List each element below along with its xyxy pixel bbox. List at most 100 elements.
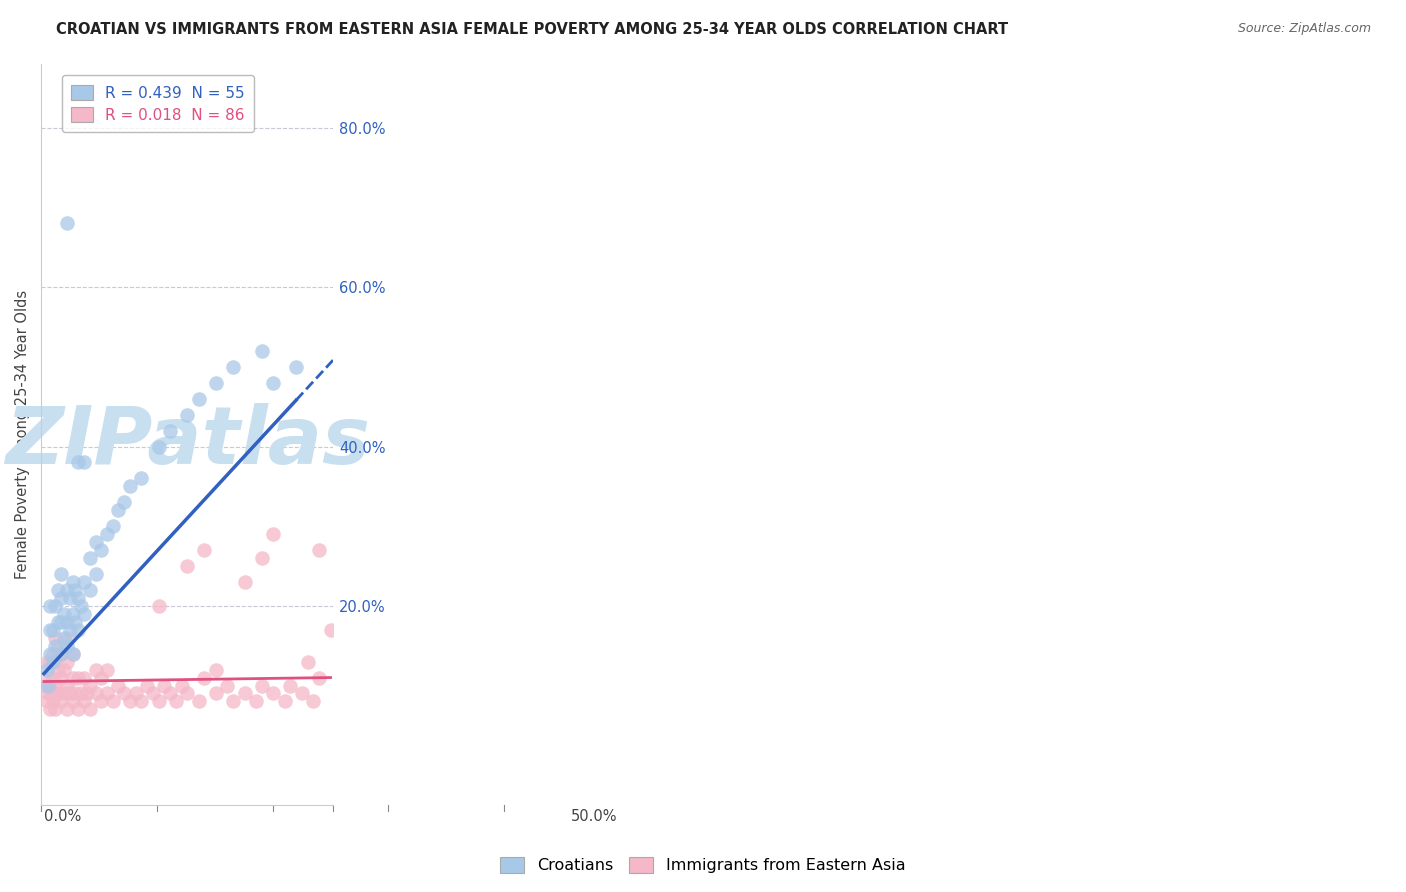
Point	[187, 392, 209, 406]
Point	[59, 591, 82, 605]
Point	[62, 574, 84, 589]
Point	[302, 694, 325, 708]
Point	[62, 647, 84, 661]
Point	[53, 631, 76, 645]
Point	[205, 686, 228, 700]
Point	[107, 679, 129, 693]
Point	[165, 694, 187, 708]
Point	[65, 582, 87, 597]
Point	[37, 679, 59, 693]
Point	[35, 663, 58, 677]
Point	[79, 582, 101, 597]
Point	[319, 623, 342, 637]
Point	[67, 455, 90, 469]
Point	[56, 216, 79, 230]
Point	[107, 503, 129, 517]
Point	[56, 639, 79, 653]
Point	[193, 671, 215, 685]
Point	[222, 694, 245, 708]
Point	[70, 686, 93, 700]
Point	[308, 543, 330, 558]
Legend: R = 0.439  N = 55, R = 0.018  N = 86: R = 0.439 N = 55, R = 0.018 N = 86	[62, 76, 254, 132]
Point	[205, 663, 228, 677]
Point	[37, 686, 59, 700]
Point	[233, 686, 256, 700]
Point	[262, 686, 284, 700]
Point	[46, 686, 69, 700]
Point	[84, 566, 107, 581]
Point	[73, 455, 96, 469]
Point	[56, 702, 79, 716]
Point	[76, 686, 98, 700]
Point	[35, 655, 58, 669]
Point	[176, 559, 198, 574]
Point	[51, 591, 73, 605]
Point	[250, 551, 273, 566]
Point	[46, 663, 69, 677]
Point	[51, 615, 73, 629]
Point	[53, 607, 76, 621]
Point	[187, 694, 209, 708]
Text: 50.0%: 50.0%	[571, 809, 617, 823]
Point	[56, 655, 79, 669]
Point	[44, 599, 66, 613]
Point	[41, 647, 63, 661]
Point	[38, 655, 60, 669]
Point	[136, 679, 159, 693]
Point	[59, 686, 82, 700]
Point	[56, 615, 79, 629]
Point	[285, 359, 308, 374]
Point	[273, 694, 295, 708]
Text: ZIPatlas: ZIPatlas	[4, 403, 370, 481]
Point	[44, 679, 66, 693]
Point	[205, 376, 228, 390]
Point	[84, 686, 107, 700]
Point	[51, 647, 73, 661]
Point	[153, 679, 176, 693]
Point	[159, 686, 181, 700]
Point	[159, 424, 181, 438]
Point	[297, 655, 319, 669]
Point	[51, 647, 73, 661]
Point	[73, 694, 96, 708]
Point	[73, 607, 96, 621]
Point	[73, 671, 96, 685]
Point	[53, 686, 76, 700]
Point	[56, 582, 79, 597]
Point	[118, 479, 141, 493]
Point	[38, 671, 60, 685]
Point	[90, 694, 112, 708]
Point	[79, 551, 101, 566]
Point	[67, 623, 90, 637]
Point	[44, 639, 66, 653]
Point	[245, 694, 267, 708]
Point	[262, 376, 284, 390]
Point	[222, 359, 245, 374]
Point	[44, 631, 66, 645]
Point	[84, 663, 107, 677]
Point	[291, 686, 314, 700]
Point	[62, 647, 84, 661]
Point	[148, 599, 170, 613]
Point	[148, 694, 170, 708]
Point	[112, 686, 135, 700]
Point	[250, 679, 273, 693]
Point	[67, 671, 90, 685]
Point	[59, 623, 82, 637]
Point	[46, 615, 69, 629]
Point	[62, 694, 84, 708]
Point	[112, 495, 135, 509]
Point	[46, 639, 69, 653]
Point	[70, 599, 93, 613]
Point	[170, 679, 193, 693]
Point	[53, 663, 76, 677]
Point	[193, 543, 215, 558]
Point	[217, 679, 239, 693]
Legend: Croatians, Immigrants from Eastern Asia: Croatians, Immigrants from Eastern Asia	[494, 850, 912, 880]
Point	[56, 631, 79, 645]
Point	[176, 686, 198, 700]
Point	[96, 663, 118, 677]
Point	[51, 671, 73, 685]
Y-axis label: Female Poverty Among 25-34 Year Olds: Female Poverty Among 25-34 Year Olds	[15, 290, 30, 579]
Point	[51, 694, 73, 708]
